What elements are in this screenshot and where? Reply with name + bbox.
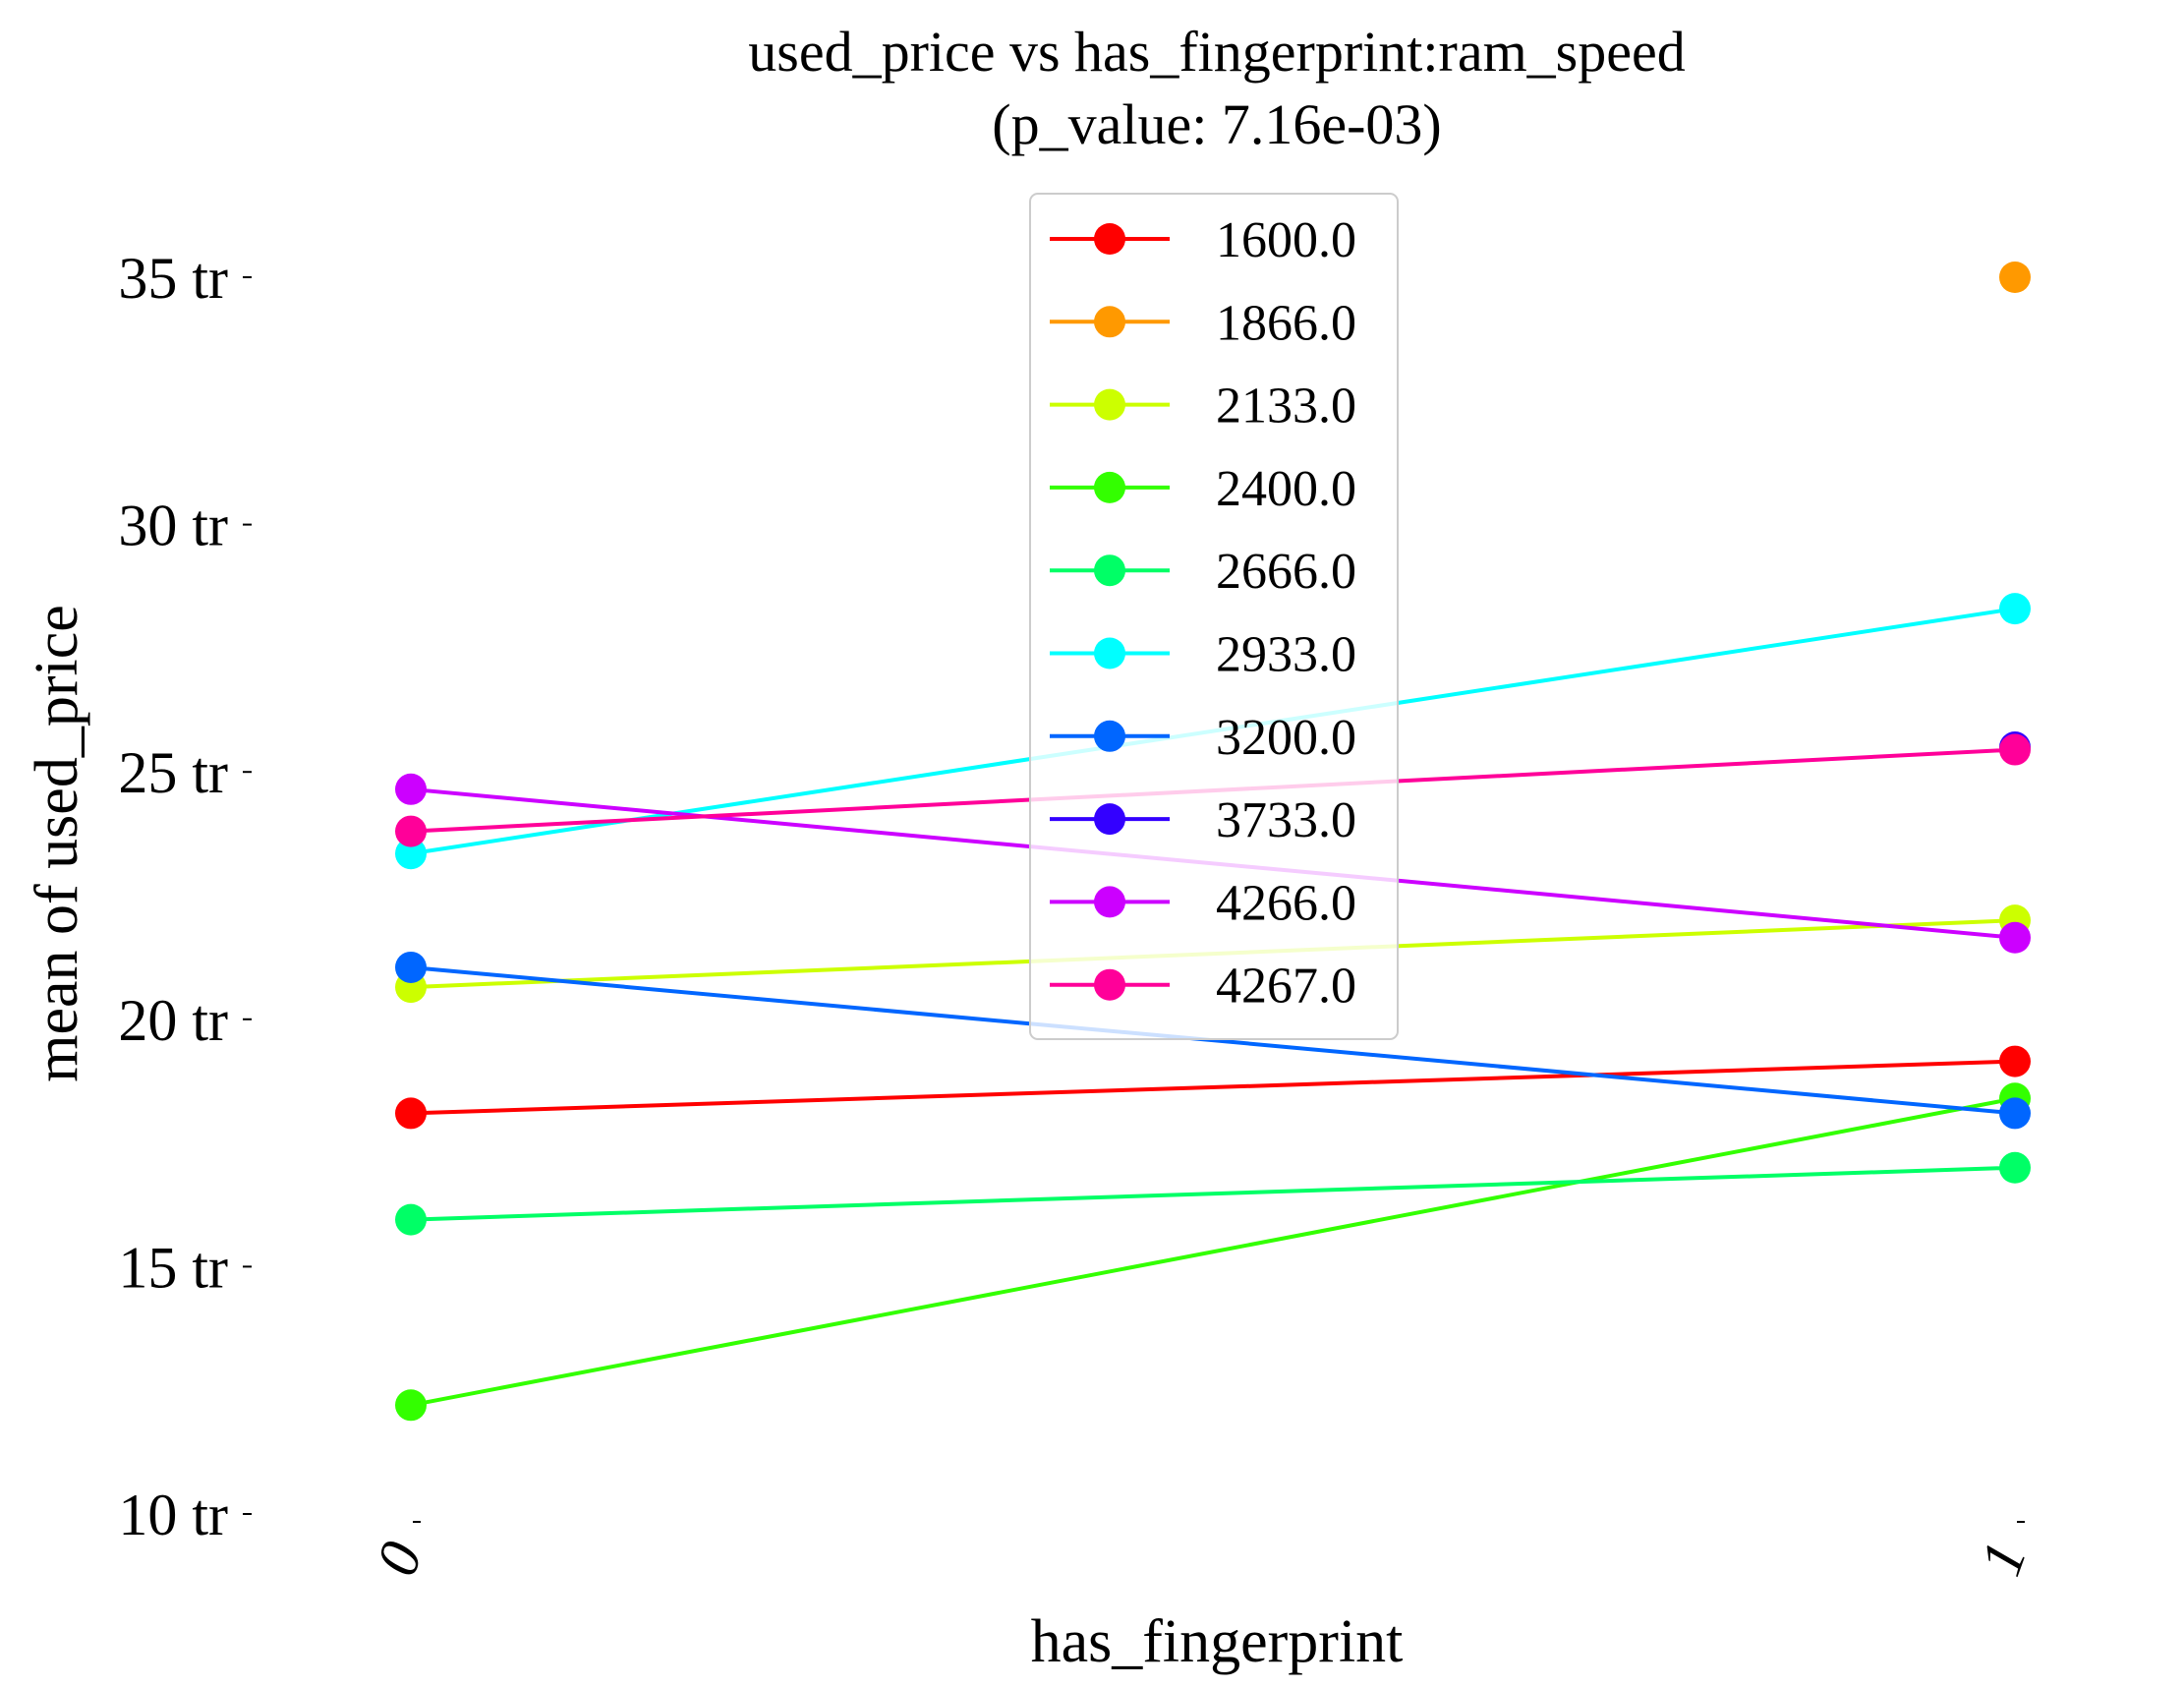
series-2666.0 bbox=[395, 1151, 2031, 1236]
legend: 1600.0 1866.0 2133.0 2400.0 2666.0 2933.0 3200… bbox=[1029, 193, 1399, 1040]
data-point bbox=[1999, 593, 2031, 625]
series-1600.0 bbox=[395, 1045, 2031, 1130]
legend-item: 3733.0 bbox=[1050, 792, 1356, 848]
legend-item: 1866.0 bbox=[1050, 295, 1356, 351]
legend-label: 3733.0 bbox=[1216, 792, 1356, 848]
legend-label: 3200.0 bbox=[1216, 710, 1356, 766]
series-line bbox=[410, 964, 2016, 1116]
legend-item: 4267.0 bbox=[1050, 959, 1356, 1015]
legend-item: 2666.0 bbox=[1050, 544, 1356, 600]
legend-marker bbox=[1094, 886, 1125, 918]
data-point bbox=[395, 951, 427, 983]
data-point bbox=[1999, 262, 2031, 293]
y-tick-label: 15 tr bbox=[118, 1235, 228, 1300]
data-point bbox=[1999, 1151, 2031, 1184]
series-3200.0 bbox=[395, 951, 2031, 1130]
series-line bbox=[410, 1096, 2016, 1408]
data-point bbox=[395, 773, 427, 805]
x-axis-label: has_fingerprint bbox=[1031, 1608, 1404, 1675]
y-tick-label: 20 tr bbox=[118, 988, 228, 1053]
legend-marker bbox=[1094, 637, 1125, 669]
legend-marker bbox=[1094, 388, 1125, 421]
legend-marker bbox=[1094, 720, 1125, 752]
data-point bbox=[395, 1203, 427, 1236]
legend-label: 2933.0 bbox=[1216, 627, 1356, 683]
legend-marker bbox=[1094, 554, 1125, 587]
legend-label: 4266.0 bbox=[1216, 875, 1356, 931]
series-1866.0 bbox=[1999, 262, 2031, 293]
legend-marker bbox=[1094, 306, 1125, 338]
legend-item: 3200.0 bbox=[1050, 710, 1356, 766]
legend-label: 2400.0 bbox=[1216, 461, 1356, 517]
legend-label: 1600.0 bbox=[1216, 212, 1356, 268]
legend-label: 4267.0 bbox=[1216, 959, 1356, 1015]
y-tick-label: 30 tr bbox=[118, 494, 228, 558]
y-axis-ticks: 10 tr 15 tr 20 tr 25 tr 30 tr 35 tr bbox=[118, 246, 252, 1547]
series-line bbox=[410, 1165, 2016, 1222]
y-axis-label: mean of used_price bbox=[24, 605, 90, 1081]
data-point bbox=[395, 1389, 427, 1422]
x-tick-label: 1 bbox=[1968, 1534, 2039, 1584]
y-tick-label: 25 tr bbox=[118, 740, 228, 805]
legend-marker bbox=[1094, 471, 1125, 503]
legend-marker bbox=[1094, 968, 1125, 1001]
legend-item: 2933.0 bbox=[1050, 627, 1356, 683]
legend-marker bbox=[1094, 803, 1125, 836]
legend-marker bbox=[1094, 223, 1125, 255]
data-point bbox=[395, 1097, 427, 1130]
data-point bbox=[395, 838, 427, 870]
legend-label: 2666.0 bbox=[1216, 544, 1356, 600]
chart-subtitle: (p_value: 7.16e-03) bbox=[992, 92, 1441, 156]
legend-label: 1866.0 bbox=[1216, 295, 1356, 351]
legend-item: 1600.0 bbox=[1050, 212, 1356, 268]
legend-label: 2133.0 bbox=[1216, 378, 1356, 435]
x-tick-label: 0 bbox=[364, 1534, 434, 1584]
data-point bbox=[395, 815, 427, 847]
data-point bbox=[1999, 1097, 2031, 1130]
y-tick-label: 10 tr bbox=[118, 1483, 228, 1547]
chart-title: used_price vs has_fingerprint:ram_speed bbox=[748, 20, 1686, 84]
series-2400.0 bbox=[395, 1082, 2031, 1422]
series-line bbox=[410, 1059, 2016, 1116]
y-tick-label: 35 tr bbox=[118, 246, 228, 311]
legend-item: 2133.0 bbox=[1050, 378, 1356, 435]
data-point bbox=[1999, 921, 2031, 954]
legend-item: 4266.0 bbox=[1050, 875, 1356, 931]
legend-item: 2400.0 bbox=[1050, 461, 1356, 517]
data-point bbox=[1999, 733, 2031, 766]
data-point bbox=[1999, 1045, 2031, 1077]
